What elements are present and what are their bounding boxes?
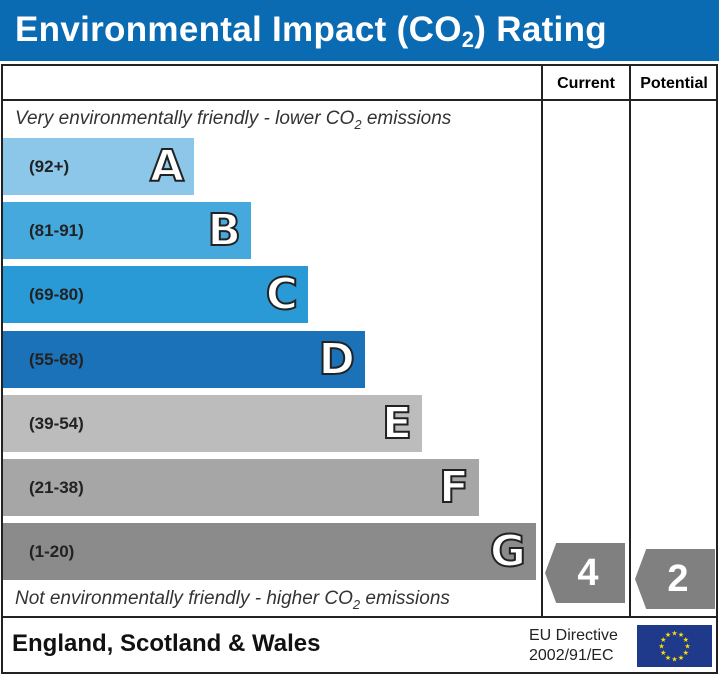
star-icon: ★ bbox=[678, 631, 684, 639]
top-note: Very environmentally friendly - lower CO… bbox=[15, 108, 452, 132]
column-divider bbox=[541, 64, 543, 618]
star-icon: ★ bbox=[683, 649, 689, 657]
band-e: (39-54) E bbox=[3, 395, 422, 452]
band-b: (81-91) B bbox=[3, 202, 251, 259]
band-range: (39-54) bbox=[29, 413, 84, 433]
footer-divider bbox=[1, 616, 718, 618]
column-header-current: Current bbox=[557, 75, 615, 92]
band-a: (92+) A bbox=[3, 138, 194, 195]
star-icon: ★ bbox=[671, 656, 677, 664]
potential-rating-arrow: 2 bbox=[635, 549, 715, 609]
column-divider bbox=[629, 64, 631, 618]
page-title: Environmental Impact (CO2) Rating bbox=[0, 0, 719, 61]
band-d: (55-68) D bbox=[3, 331, 365, 388]
title-text: Environmental Impact (CO bbox=[15, 10, 462, 49]
title-subscript: 2 bbox=[461, 27, 475, 52]
band-letter: C bbox=[265, 268, 299, 321]
star-icon: ★ bbox=[665, 654, 671, 662]
current-rating-arrow: 4 bbox=[545, 543, 625, 603]
star-icon: ★ bbox=[660, 649, 666, 657]
star-icon: ★ bbox=[684, 643, 690, 651]
band-letter: D bbox=[317, 333, 356, 386]
star-icon: ★ bbox=[665, 631, 671, 639]
band-range: (92+) bbox=[29, 156, 70, 176]
eu-directive: EU Directive 2002/91/EC bbox=[529, 627, 618, 664]
band-range: (1-20) bbox=[29, 541, 75, 561]
bottom-note: Not environmentally friendly - higher CO… bbox=[15, 588, 450, 612]
band-letter: F bbox=[438, 461, 470, 514]
eu-flag-icon: ★★★★★★★★★ ★ ★★ bbox=[637, 625, 712, 667]
title-end: ) Rating bbox=[474, 10, 607, 49]
band-range: (21-38) bbox=[29, 477, 84, 497]
star-icon: ★ bbox=[678, 654, 684, 662]
star-icon: ★ bbox=[671, 630, 677, 638]
band-letter: E bbox=[381, 397, 413, 450]
header-divider bbox=[1, 99, 718, 101]
star-icon: ★ bbox=[683, 636, 689, 644]
region-label: England, Scotland & Wales bbox=[12, 630, 321, 657]
band-letter: G bbox=[489, 525, 527, 578]
band-letter: A bbox=[149, 140, 185, 193]
column-header-potential: Potential bbox=[640, 75, 708, 92]
star-icon: ★ bbox=[658, 643, 664, 651]
rating-table bbox=[1, 64, 718, 674]
band-g: (1-20) G bbox=[3, 523, 536, 580]
band-c: (69-80) C bbox=[3, 266, 308, 323]
band-range: (69-80) bbox=[29, 284, 84, 304]
band-range: (55-68) bbox=[29, 349, 84, 369]
band-f: (21-38) F bbox=[3, 459, 479, 516]
band-range: (81-91) bbox=[29, 220, 84, 240]
band-letter: B bbox=[206, 204, 242, 257]
star-icon: ★ bbox=[660, 636, 666, 644]
